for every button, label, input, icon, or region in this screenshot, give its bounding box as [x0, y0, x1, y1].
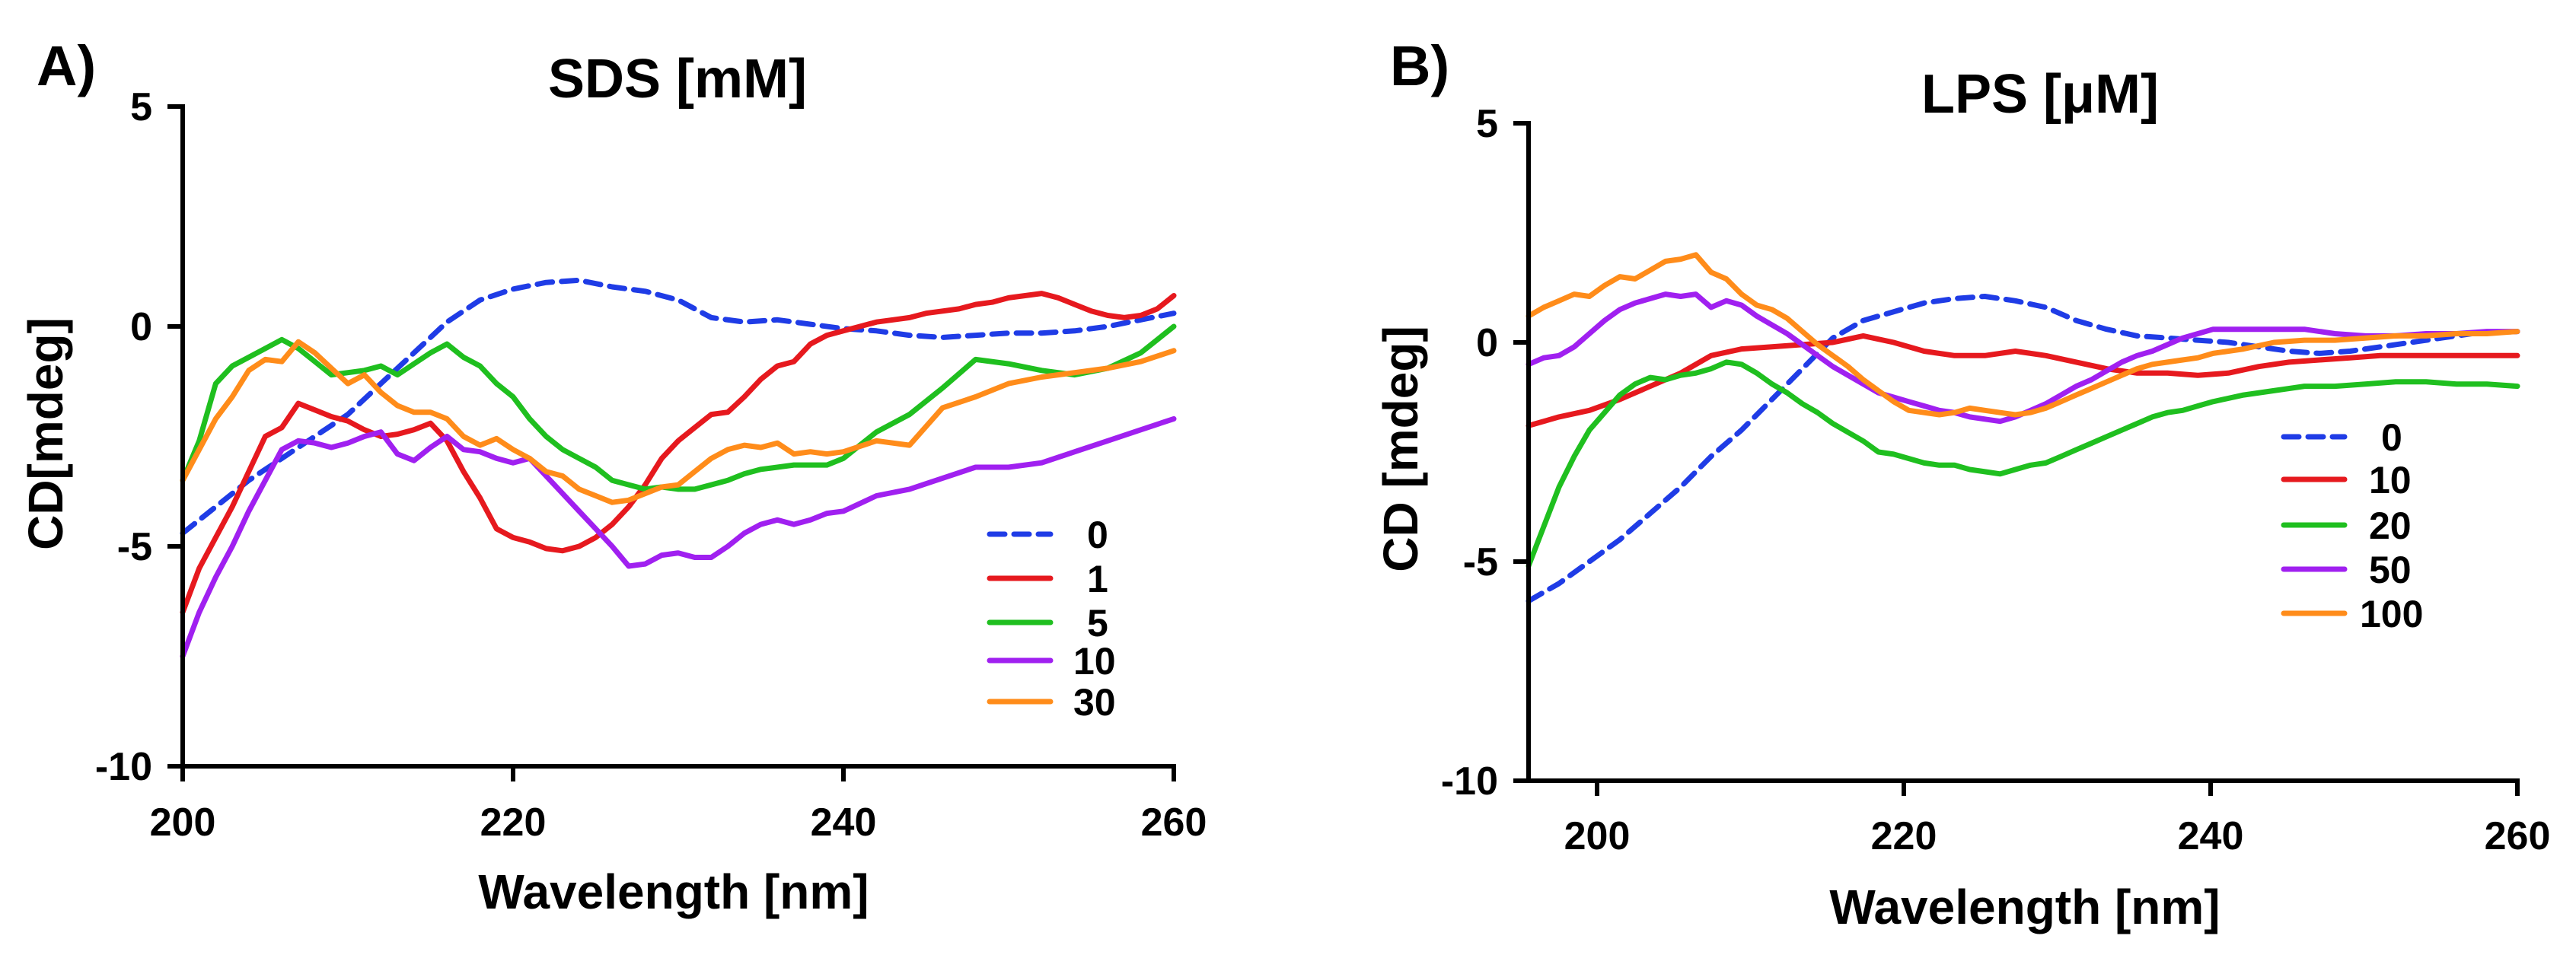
panel-a-y-axis-label: CD[mdeg] [18, 317, 73, 550]
legend-label-0: 0 [2381, 416, 2402, 459]
panel-b-series-line-20 [1526, 359, 2520, 569]
panel-a-x-tick-label: 240 [811, 801, 877, 845]
panel-b-y-tick-label: -5 [1463, 540, 1498, 584]
legend-label-1: 1 [1087, 558, 1108, 600]
panel-a-series-line-10 [180, 415, 1177, 659]
panel-b-label: B) [1390, 34, 1449, 97]
panel-b-title: LPS [μM] [1921, 64, 2159, 125]
panel-a-series-lines [180, 277, 1177, 659]
legend-label-30: 30 [1073, 681, 1116, 724]
panel-b-x-tick-label: 200 [1564, 814, 1631, 858]
panel-a-x-axis-label: Wavelength [nm] [478, 864, 869, 919]
legend-label-20: 20 [2369, 505, 2412, 547]
panel-b-series-line-10 [1526, 333, 2520, 428]
panel-b-legend: 0 10 20 50 100 [2281, 416, 2423, 635]
panel-b-x-tick-label: 260 [2485, 814, 2551, 858]
legend-label-0: 0 [1087, 514, 1108, 556]
panel-b-y-axis-label: CD [mdeg] [1373, 326, 1428, 572]
panel-b-series-line-100 [1526, 252, 2520, 418]
panel-a-y-tick-label: -5 [117, 525, 152, 569]
panel-b-axes [1526, 121, 2520, 783]
panel-b-y-tick-label: -10 [1441, 759, 1498, 804]
panel-b-x-axis-label: Wavelength [nm] [1829, 880, 2220, 934]
panel-b-x-tick-label: 220 [1871, 814, 1937, 858]
legend-label-10: 10 [1073, 640, 1116, 683]
legend-label-100: 100 [2360, 593, 2423, 635]
panel-a-series-line-0 [180, 277, 1177, 536]
panel-b-chart: B) LPS [μM] CD [mdeg] Wavelength [nm] 5 … [1373, 34, 2550, 934]
panel-a-legend: 0 1 5 10 30 [987, 514, 1116, 724]
panel-a-y-tick-label: 5 [130, 85, 152, 129]
panel-a-x-tick-label: 220 [480, 801, 547, 845]
panel-b-series-line-0 [1526, 294, 2520, 604]
panel-a-series-line-30 [180, 339, 1177, 505]
panel-b-y-tick-label: 5 [1476, 102, 1498, 146]
panel-b-x-tick-label: 240 [2178, 814, 2244, 858]
panel-a-x-ticks: 200 220 240 260 [150, 766, 1207, 845]
panel-a-chart: A) SDS [mM] CD[mdeg] Wavelength [nm] 5 0… [18, 34, 1207, 919]
panel-a-label: A) [37, 34, 96, 97]
panel-a-y-tick-label: 0 [130, 305, 152, 349]
legend-label-5: 5 [1087, 602, 1108, 645]
panel-a-series-line-1 [180, 291, 1177, 616]
panel-a-y-ticks: 5 0 -5 -10 [95, 85, 183, 789]
panel-a-x-tick-label: 200 [150, 801, 216, 845]
panel-b-y-tick-label: 0 [1476, 321, 1498, 365]
panel-b-x-ticks: 200 220 240 260 [1564, 781, 2551, 858]
panel-a-x-tick-label: 260 [1141, 801, 1207, 845]
legend-label-10: 10 [2369, 459, 2412, 501]
panel-b-series-lines [1526, 252, 2520, 604]
legend-label-50: 50 [2369, 549, 2412, 591]
panel-a-axes [180, 104, 1176, 769]
panel-a-title: SDS [mM] [548, 49, 807, 110]
panel-a-series-line-5 [180, 323, 1177, 492]
panel-b-y-ticks: 5 0 -5 -10 [1441, 102, 1529, 804]
panel-a-y-tick-label: -10 [95, 745, 152, 789]
